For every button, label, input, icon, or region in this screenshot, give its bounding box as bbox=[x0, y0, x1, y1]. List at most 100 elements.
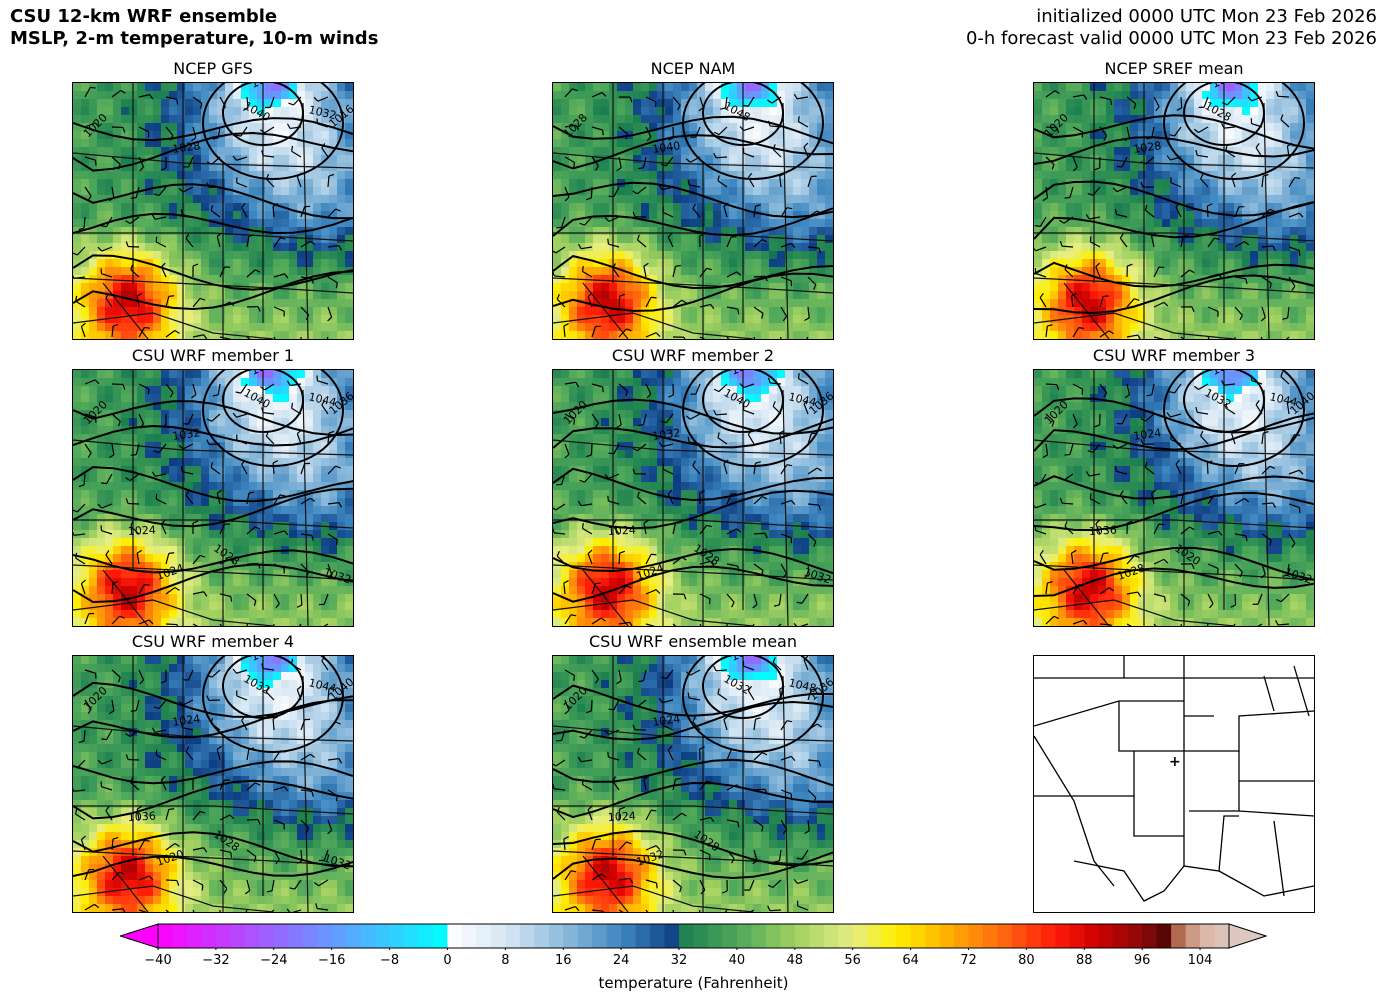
temperature-cell bbox=[1162, 147, 1171, 156]
temperature-cell bbox=[161, 482, 170, 491]
temperature-cell bbox=[89, 522, 98, 531]
temperature-cell bbox=[249, 163, 258, 172]
temperature-cell bbox=[73, 123, 82, 132]
temperature-cell bbox=[1170, 243, 1179, 252]
temperature-cell bbox=[297, 434, 306, 443]
temperature-cell bbox=[329, 482, 338, 491]
temperature-cell bbox=[673, 370, 682, 379]
temperature-cell bbox=[305, 155, 314, 164]
temperature-cell bbox=[777, 235, 786, 244]
temperature-cell bbox=[1234, 107, 1243, 116]
temperature-cell bbox=[177, 586, 186, 595]
temperature-cell bbox=[289, 299, 298, 308]
temperature-cell bbox=[1106, 251, 1115, 260]
temperature-cell bbox=[1274, 187, 1283, 196]
temperature-cell bbox=[809, 171, 818, 180]
temperature-cell bbox=[737, 179, 746, 188]
temperature-cell bbox=[761, 235, 770, 244]
temperature-cell bbox=[289, 171, 298, 180]
temperature-cell bbox=[73, 618, 82, 626]
temperature-cell bbox=[1250, 163, 1259, 172]
temperature-cell bbox=[281, 187, 290, 196]
temperature-cell bbox=[169, 498, 178, 507]
temperature-cell bbox=[89, 99, 98, 108]
temperature-cell bbox=[809, 331, 818, 339]
temperature-cell bbox=[1114, 307, 1123, 316]
temperature-cell bbox=[273, 307, 282, 316]
temperature-cell bbox=[729, 315, 738, 324]
temperature-cell bbox=[1186, 299, 1195, 308]
temperature-cell bbox=[305, 243, 314, 252]
temperature-cell bbox=[265, 610, 274, 619]
temperature-cell bbox=[241, 275, 250, 284]
temperature-cell bbox=[1178, 227, 1187, 236]
temperature-cell bbox=[1154, 211, 1163, 220]
temperature-cell bbox=[337, 99, 346, 108]
temperature-cell bbox=[137, 83, 146, 92]
temperature-cell bbox=[1234, 299, 1243, 308]
temperature-cell bbox=[161, 83, 170, 92]
temperature-cell bbox=[313, 378, 322, 387]
temperature-cell bbox=[1090, 307, 1099, 316]
temperature-cell bbox=[257, 450, 266, 459]
wind-barb bbox=[1288, 246, 1301, 256]
temperature-cell bbox=[193, 163, 202, 172]
temperature-cell bbox=[153, 474, 162, 483]
temperature-cell bbox=[89, 299, 98, 308]
temperature-cell bbox=[1290, 219, 1299, 228]
temperature-cell bbox=[257, 418, 266, 427]
temperature-cell bbox=[305, 474, 314, 483]
temperature-cell bbox=[161, 291, 170, 300]
temperature-cell bbox=[193, 490, 202, 499]
temperature-cell bbox=[609, 323, 618, 332]
temperature-cell bbox=[321, 370, 330, 379]
temperature-cell bbox=[177, 219, 186, 228]
temperature-cell bbox=[209, 426, 218, 435]
temperature-cell bbox=[673, 307, 682, 316]
temperature-cell bbox=[1274, 147, 1283, 156]
temperature-cell bbox=[1250, 187, 1259, 196]
temperature-cell bbox=[73, 107, 82, 116]
temperature-cell bbox=[1242, 171, 1251, 180]
temperature-cell bbox=[1226, 259, 1235, 268]
temperature-cell bbox=[657, 195, 666, 204]
temperature-cell bbox=[1298, 219, 1307, 228]
temperature-cell bbox=[649, 243, 658, 252]
temperature-cell bbox=[201, 315, 210, 324]
temperature-cell bbox=[601, 315, 610, 324]
temperature-cell bbox=[329, 131, 338, 140]
temperature-cell bbox=[161, 442, 170, 451]
temperature-cell bbox=[169, 442, 178, 451]
temperature-cell bbox=[1210, 243, 1219, 252]
temperature-cell bbox=[337, 466, 346, 475]
wind-barb bbox=[780, 276, 793, 287]
temperature-cell bbox=[745, 307, 754, 316]
temperature-cell bbox=[1178, 171, 1187, 180]
temperature-cell bbox=[577, 163, 586, 172]
temperature-cell bbox=[689, 323, 698, 332]
temperature-cell bbox=[761, 179, 770, 188]
wind-barb bbox=[779, 172, 785, 188]
temperature-cell bbox=[281, 307, 290, 316]
temperature-cell bbox=[729, 219, 738, 228]
temperature-cell bbox=[345, 410, 353, 419]
wind-barb bbox=[1070, 292, 1077, 308]
temperature-cell bbox=[185, 147, 194, 156]
temperature-cell bbox=[769, 139, 778, 148]
temperature-cell bbox=[345, 570, 353, 579]
temperature-cell bbox=[689, 179, 698, 188]
temperature-cell bbox=[1170, 315, 1179, 324]
temperature-cell bbox=[113, 482, 122, 491]
temperature-cell bbox=[313, 490, 322, 499]
temperature-cell bbox=[137, 291, 146, 300]
temperature-cell bbox=[1130, 163, 1139, 172]
temperature-cell bbox=[289, 466, 298, 475]
temperature-cell bbox=[713, 123, 722, 132]
temperature-cell bbox=[1042, 243, 1051, 252]
temperature-cell bbox=[145, 450, 154, 459]
temperature-cell bbox=[225, 179, 234, 188]
temperature-cell bbox=[73, 315, 82, 324]
temperature-cell bbox=[1250, 251, 1259, 260]
temperature-cell bbox=[657, 155, 666, 164]
temperature-cell bbox=[697, 123, 706, 132]
